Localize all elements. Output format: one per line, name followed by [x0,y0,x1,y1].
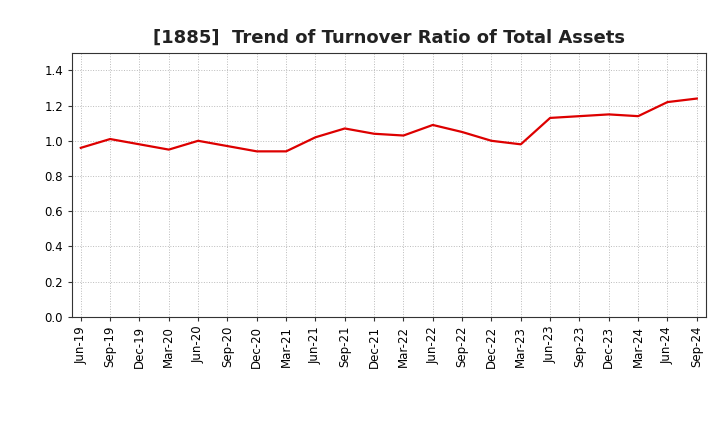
Text: [1885]  Trend of Turnover Ratio of Total Assets: [1885] Trend of Turnover Ratio of Total … [153,29,625,47]
